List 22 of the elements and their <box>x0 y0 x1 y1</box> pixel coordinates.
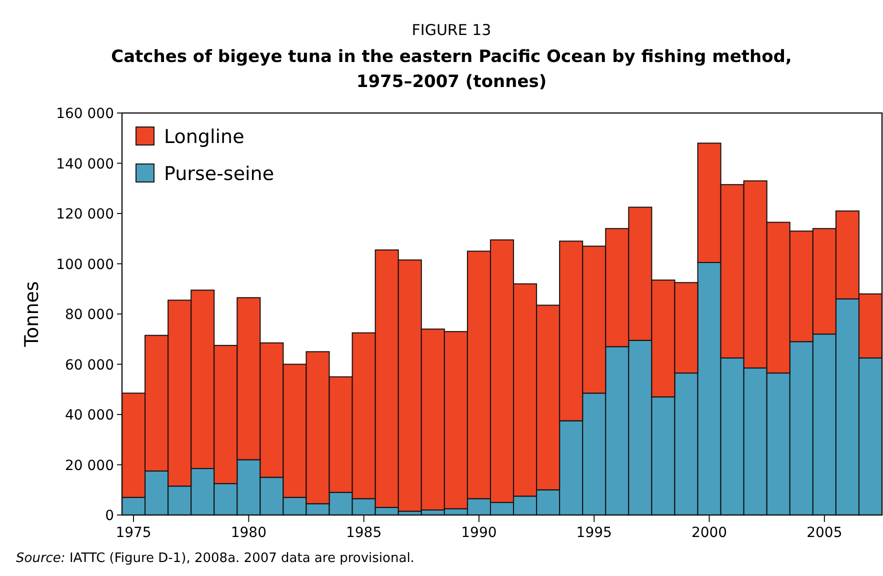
y-tick-label: 0 <box>105 508 114 524</box>
x-tick-label: 1995 <box>576 525 612 541</box>
y-tick-label: 60 000 <box>65 357 114 374</box>
y-tick-label: 100 000 <box>56 256 114 273</box>
y-tick-label: 40 000 <box>65 408 114 424</box>
x-tick-label: 2000 <box>691 525 728 541</box>
legend-label: Longline <box>164 126 244 148</box>
x-tick-label: 1975 <box>116 525 152 541</box>
x-tick-label: 1985 <box>346 525 382 541</box>
y-tick-label: 80 000 <box>65 307 114 323</box>
chart-subtitle: FIGURE 13 <box>412 21 492 39</box>
x-tick-label: 2005 <box>806 525 842 541</box>
y-tick-label: 120 000 <box>56 206 114 222</box>
y-tick-label: 160 000 <box>56 106 114 122</box>
y-tick-label: 140 000 <box>56 156 114 172</box>
y-axis-title: Tonnes <box>21 281 43 348</box>
y-tick-label: 20 000 <box>65 458 114 474</box>
chart-title: Catches of bigeye tuna in the eastern Pacific Ocean by fishing method, 1975–2007 (tonnes) <box>111 47 792 92</box>
source-note: Source: IATTC (Figure D-1), 2008a. 2007 data are provisional. <box>16 551 414 566</box>
legend-label: Purse-seine <box>164 163 274 185</box>
x-tick-label: 1990 <box>461 525 497 541</box>
x-tick-label: 1980 <box>230 525 266 541</box>
